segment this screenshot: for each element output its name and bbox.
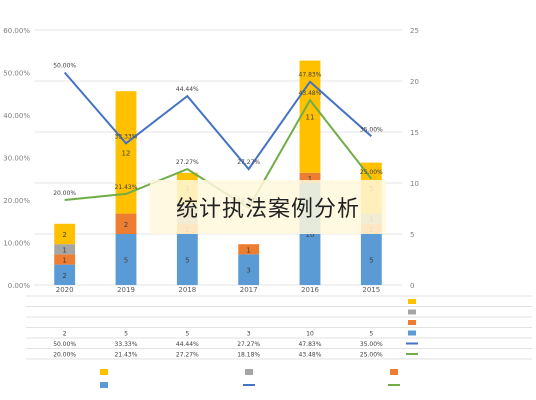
left-axis-tick-label: 50.00%: [3, 70, 30, 78]
table-cell: 21.43%: [115, 352, 138, 359]
bar-segment-label: 5: [124, 257, 128, 265]
table-cell: 50.00%: [53, 341, 76, 348]
bar-segment-label: 11: [306, 114, 315, 122]
legend-swatch: [100, 369, 108, 375]
bar-segment: [176, 234, 198, 285]
table-cell: 5: [369, 331, 373, 338]
data-table: 2015 2016 2017 2018 2019 2020 5 10 3 5 5 2 35.00% 47.…: [26, 286, 532, 360]
row-key-swatch: [408, 299, 416, 304]
line-point-label: 27.27%: [176, 159, 199, 166]
row-key-swatch: [408, 320, 416, 325]
table-cell: 10: [306, 331, 314, 338]
bar-segment-label: 5: [369, 257, 373, 265]
table-cell: 5: [124, 331, 128, 338]
bar-segment-label: 2: [124, 221, 128, 229]
row-key-swatch: [408, 330, 416, 336]
line-point-label: 27.27%: [237, 159, 260, 166]
axes: 05101520250.00%10.00%20.00%30.00%40.00%5…: [3, 27, 419, 290]
bar-segment-label: 1: [62, 246, 66, 254]
table-cell: 47.83%: [299, 341, 322, 348]
table-cell: 5: [185, 331, 189, 338]
bar-segment-label: 1: [246, 246, 250, 254]
category-label: 2018: [178, 286, 196, 294]
table-cell: 27.27%: [176, 352, 199, 359]
legend: [100, 369, 400, 388]
table-cell: 43.48%: [299, 352, 322, 359]
line-point-label: 25.00%: [360, 169, 383, 176]
bar-segment: [238, 254, 260, 285]
category-label: 2017: [240, 286, 258, 294]
bar-segment-label: 1: [308, 175, 312, 183]
row-key-swatch: [408, 309, 416, 315]
bar-segment-label: 10: [306, 231, 315, 239]
bar-segment-label: 3: [246, 267, 250, 275]
category-label: 2015: [362, 286, 380, 294]
table-cell: 35.00%: [360, 341, 383, 348]
line-point-label: 50.00%: [53, 63, 76, 70]
series-line: [63, 71, 372, 171]
line-point-label: 20.00%: [53, 190, 76, 197]
category-label: 2020: [56, 286, 74, 294]
legend-swatch: [390, 369, 398, 375]
legend-swatch: [245, 369, 253, 375]
right-axis-tick-label: 25: [410, 27, 419, 35]
right-axis-tick-label: 10: [410, 180, 419, 188]
bar-segment: [54, 264, 76, 285]
bar-segment: [54, 254, 76, 265]
table-cell: 33.33%: [115, 341, 138, 348]
line-point-label: 47.83%: [299, 72, 322, 79]
category-label: 2019: [117, 286, 135, 294]
bar-segment: [360, 234, 382, 285]
bar-segment-label: 1: [62, 257, 66, 265]
table-cell: 27.27%: [237, 341, 260, 348]
overlay-caption: 统计执法案例分析: [150, 180, 386, 234]
right-axis-tick-label: 5: [410, 231, 414, 239]
bar-segment: [54, 223, 76, 245]
gridlines: [34, 29, 402, 286]
left-axis-tick-label: 60.00%: [3, 27, 30, 35]
table-cell: 2: [63, 331, 67, 338]
bar-segment-label: 5: [185, 257, 189, 265]
bar-segment: [115, 234, 137, 285]
bar-segment: [299, 172, 321, 183]
bar-segment: [115, 213, 137, 234]
bar-segment-label: 2: [62, 231, 66, 239]
category-label: 2016: [301, 286, 319, 294]
right-axis-tick-label: 0: [410, 282, 414, 290]
bars: 51151011131512352122112: [54, 60, 382, 285]
bar-segment: [238, 244, 260, 255]
right-axis-tick-label: 20: [410, 78, 419, 86]
left-axis-tick-label: 0.00%: [8, 282, 31, 290]
table-cell: 18.18%: [237, 352, 260, 359]
table-cell: 20.00%: [53, 352, 76, 359]
left-axis-tick-label: 10.00%: [3, 240, 30, 248]
bar-segment: [54, 244, 76, 255]
table-cell: 44.44%: [176, 341, 199, 348]
line-point-label: 43.48%: [299, 90, 322, 97]
left-axis-tick-label: 40.00%: [3, 112, 30, 120]
right-axis-tick-label: 15: [410, 129, 419, 137]
line-point-label: 33.33%: [115, 133, 138, 140]
table-cell: 3: [247, 331, 251, 338]
bar-segment-label: 2: [62, 272, 66, 280]
legend-swatch: [100, 382, 108, 388]
bar-segment-label: 12: [122, 149, 131, 157]
table-cell: 25.00%: [360, 352, 383, 359]
bar-segment: [115, 91, 137, 214]
left-axis-tick-label: 20.00%: [3, 197, 30, 205]
left-axis-tick-label: 30.00%: [3, 155, 30, 163]
line-point-label: 44.44%: [176, 86, 199, 93]
line-point-label: 35.00%: [360, 126, 383, 133]
line-point-label: 21.43%: [115, 184, 138, 191]
